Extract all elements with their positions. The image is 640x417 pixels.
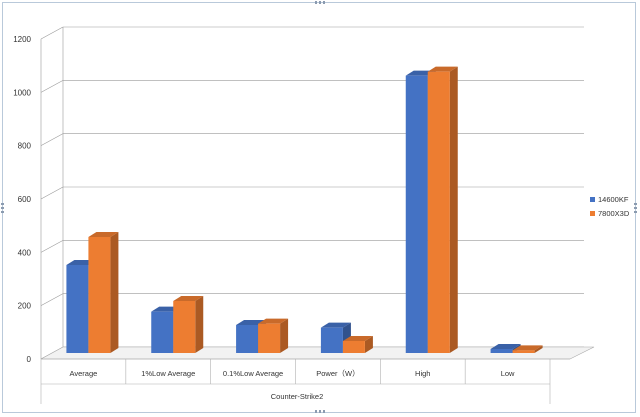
gridline-1000 — [40, 80, 584, 93]
x-category-label: Power（W） — [316, 369, 359, 378]
bar-7800x3d-2 — [258, 318, 289, 353]
gridline-200 — [40, 293, 584, 306]
gridline-600 — [40, 186, 584, 200]
y-tick-label: 200 — [18, 302, 32, 311]
y-tick-label: 600 — [18, 195, 32, 204]
legend-swatch-7800x3d — [590, 211, 595, 216]
legend-swatch-14600kf — [590, 197, 595, 202]
resize-handle-right[interactable] — [634, 203, 637, 213]
gridlines — [40, 26, 584, 360]
bar-7800x3d-3 — [342, 336, 373, 353]
bar-7800x3d-1 — [173, 296, 204, 353]
gridline-1200 — [40, 26, 584, 40]
legend: 14600KF 7800X3D — [590, 195, 630, 218]
gridline-400 — [40, 240, 584, 253]
x-axis-categories: Average 1%Low Average 0.1%Low Average Power… — [40, 359, 551, 404]
bars — [66, 66, 543, 354]
bar-7800x3d-4 — [427, 66, 458, 354]
y-axis-ticks: 0 200 400 600 800 1000 1200 — [13, 35, 31, 364]
y-tick-label: 1000 — [13, 88, 31, 97]
y-tick-label: 400 — [18, 248, 32, 257]
bar-7800x3d-5 — [512, 345, 543, 353]
gridline-800 — [40, 133, 584, 146]
x-axis-title: Counter-Strike2 — [271, 392, 324, 401]
y-tick-label: 1200 — [13, 35, 31, 44]
x-category-label: Low — [501, 369, 515, 378]
x-category-label: 0.1%Low Average — [223, 369, 283, 378]
legend-label-7800x3d: 7800X3D — [598, 209, 630, 218]
resize-handle-top[interactable] — [315, 1, 325, 4]
x-category-label: Average — [70, 369, 98, 378]
resize-handle-bottom[interactable] — [315, 410, 325, 413]
resize-handle-left[interactable] — [1, 203, 4, 213]
x-category-label: 1%Low Average — [141, 369, 195, 378]
x-category-label: High — [415, 369, 430, 378]
y-tick-label: 0 — [27, 355, 32, 364]
y-tick-label: 800 — [18, 142, 32, 151]
legend-label-14600kf: 14600KF — [598, 195, 629, 204]
bar-7800x3d-0 — [88, 232, 119, 353]
